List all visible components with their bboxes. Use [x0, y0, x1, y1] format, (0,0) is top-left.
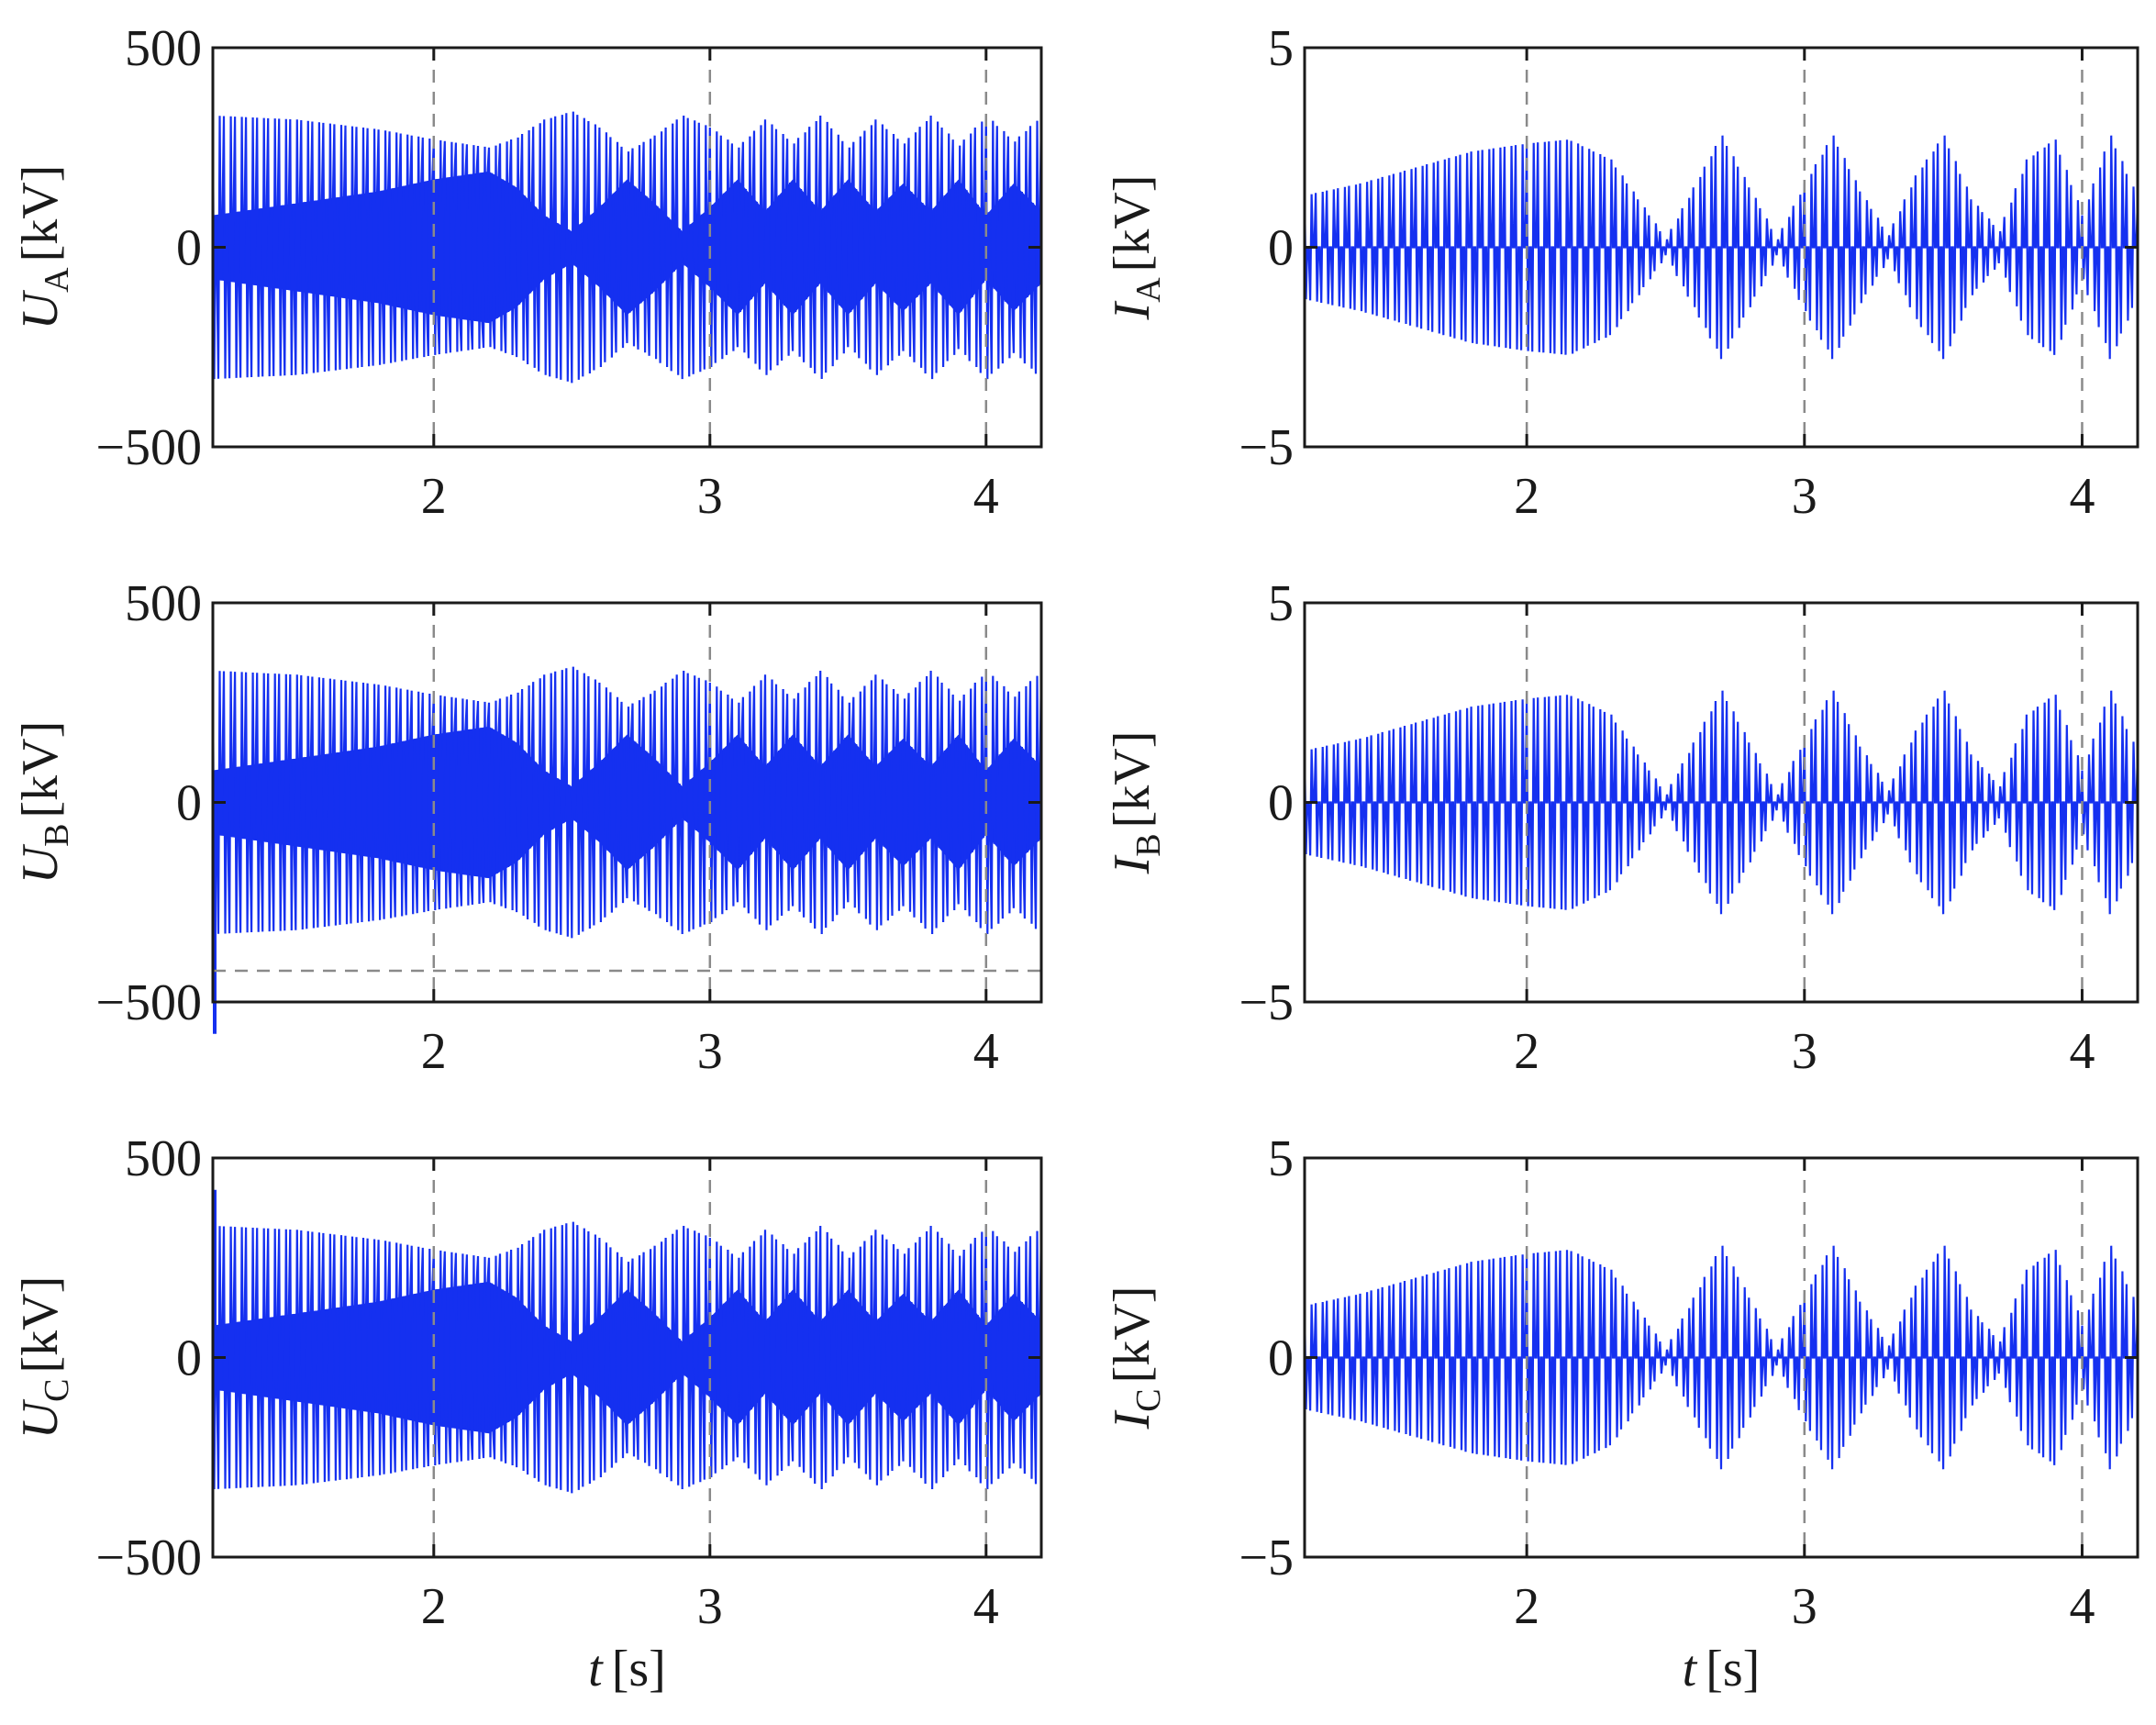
- ylabel-unit-ua: [kV]: [12, 165, 69, 262]
- xtick-label-ib-0: 2: [1514, 1023, 1539, 1080]
- ylabel-subscript-ua: A: [38, 267, 76, 293]
- ytick-label-ub-1: 0: [176, 775, 202, 832]
- waveform-ic: [1305, 1245, 2138, 1470]
- xtick-label-ub-1: 3: [697, 1023, 723, 1080]
- panel-uc: 2 3 4 −500 0 500 UC [kV] t [s]: [12, 1130, 1043, 1697]
- ytick-label-ia-2: 5: [1268, 20, 1294, 77]
- xtick-label-uc-1: 3: [697, 1578, 723, 1635]
- ytick-label-ic-1: 0: [1268, 1330, 1294, 1387]
- ylabel-subscript-ic: C: [1129, 1388, 1168, 1411]
- ylabel-subscript-uc: C: [38, 1378, 76, 1401]
- ylabel-unit-ia: [kV]: [1104, 175, 1161, 273]
- ylabel-symbol-ua: U: [12, 289, 69, 329]
- xtick-label-ia-1: 3: [1792, 468, 1817, 525]
- xtick-label-ib-1: 3: [1792, 1023, 1817, 1080]
- xtick-label-ia-0: 2: [1514, 468, 1539, 525]
- ytick-label-uc-1: 0: [176, 1330, 202, 1387]
- ytick-label-ub-0: −500: [95, 974, 202, 1031]
- xtick-label-uc-2: 4: [973, 1578, 999, 1635]
- ytick-label-ua-2: 500: [125, 20, 202, 77]
- ytick-label-ua-0: −500: [95, 419, 202, 476]
- xtick-label-uc-0: 2: [421, 1578, 447, 1635]
- ylabel-ua: UA [kV]: [12, 165, 76, 330]
- ytick-label-ib-1: 0: [1268, 775, 1294, 832]
- panel-ua: 2 3 4 −500 0 500 UA [kV]: [12, 20, 1043, 525]
- ylabel-symbol-ub: U: [12, 843, 69, 884]
- panel-ib: 2 3 4 −5 0 5 IB [kV]: [1104, 575, 2139, 1080]
- xlabel-symbol-ic: t: [1683, 1641, 1698, 1697]
- ylabel-ib: IB [kV]: [1104, 731, 1168, 875]
- ylabel-ia: IA [kV]: [1104, 175, 1168, 321]
- xlabel-symbol-uc: t: [588, 1641, 604, 1697]
- xtick-label-ua-1: 3: [697, 468, 723, 525]
- xlabel-unit-uc: [s]: [612, 1641, 666, 1697]
- waveform-ub: [213, 666, 1041, 939]
- ytick-label-ic-0: −5: [1239, 1530, 1294, 1586]
- ylabel-symbol-uc: U: [12, 1398, 69, 1439]
- ytick-label-uc-0: −500: [95, 1530, 202, 1586]
- xlabel-uc: t [s]: [588, 1641, 666, 1697]
- waveform-ia: [1305, 135, 2138, 360]
- ytick-label-ia-0: −5: [1239, 419, 1294, 476]
- ylabel-symbol-ib: I: [1104, 854, 1161, 874]
- ylabel-subscript-ia: A: [1129, 277, 1168, 303]
- xtick-label-ic-2: 4: [2069, 1578, 2095, 1635]
- ytick-label-ia-1: 0: [1268, 220, 1294, 277]
- xtick-label-ic-0: 2: [1514, 1578, 1539, 1635]
- xtick-label-ic-1: 3: [1792, 1578, 1817, 1635]
- ylabel-symbol-ia: I: [1104, 300, 1161, 320]
- ytick-label-ub-2: 500: [125, 575, 202, 632]
- ylabel-unit-ic: [kV]: [1104, 1286, 1161, 1384]
- ylabel-ic: IC [kV]: [1104, 1286, 1168, 1430]
- ylabel-uc: UC [kV]: [12, 1276, 76, 1440]
- panel-ia: 2 3 4 −5 0 5 IA [kV]: [1104, 20, 2139, 525]
- xtick-label-ib-2: 4: [2069, 1023, 2095, 1080]
- ytick-label-uc-2: 500: [125, 1130, 202, 1187]
- panel-ub: 2 3 4 −500 0 500 UB [kV]: [12, 575, 1043, 1080]
- panel-ic: 2 3 4 −5 0 5 IC [kV] t [s]: [1104, 1130, 2139, 1697]
- waveform-ib: [1305, 690, 2138, 915]
- xlabel-unit-ic: [s]: [1706, 1641, 1760, 1697]
- xtick-label-ub-2: 4: [973, 1023, 999, 1080]
- ytick-label-ua-1: 0: [176, 220, 202, 277]
- ylabel-unit-ub: [kV]: [12, 721, 69, 818]
- xtick-label-ub-0: 2: [421, 1023, 447, 1080]
- xlabel-ic: t [s]: [1683, 1641, 1761, 1697]
- xtick-label-ia-2: 4: [2069, 468, 2095, 525]
- waveform-uc: [213, 1221, 1041, 1494]
- ylabel-subscript-ib: B: [1129, 833, 1168, 856]
- xtick-label-ua-0: 2: [421, 468, 447, 525]
- ytick-label-ib-0: −5: [1239, 974, 1294, 1031]
- ytick-label-ib-2: 5: [1268, 575, 1294, 632]
- ylabel-unit-ib: [kV]: [1104, 731, 1161, 829]
- ylabel-symbol-ic: I: [1104, 1409, 1161, 1430]
- ylabel-ub: UB [kV]: [12, 721, 76, 885]
- xtick-label-ua-2: 4: [973, 468, 999, 525]
- ylabel-unit-uc: [kV]: [12, 1276, 69, 1374]
- waveform-ua: [213, 111, 1041, 384]
- ytick-label-ic-2: 5: [1268, 1130, 1294, 1187]
- ylabel-subscript-ub: B: [38, 823, 76, 846]
